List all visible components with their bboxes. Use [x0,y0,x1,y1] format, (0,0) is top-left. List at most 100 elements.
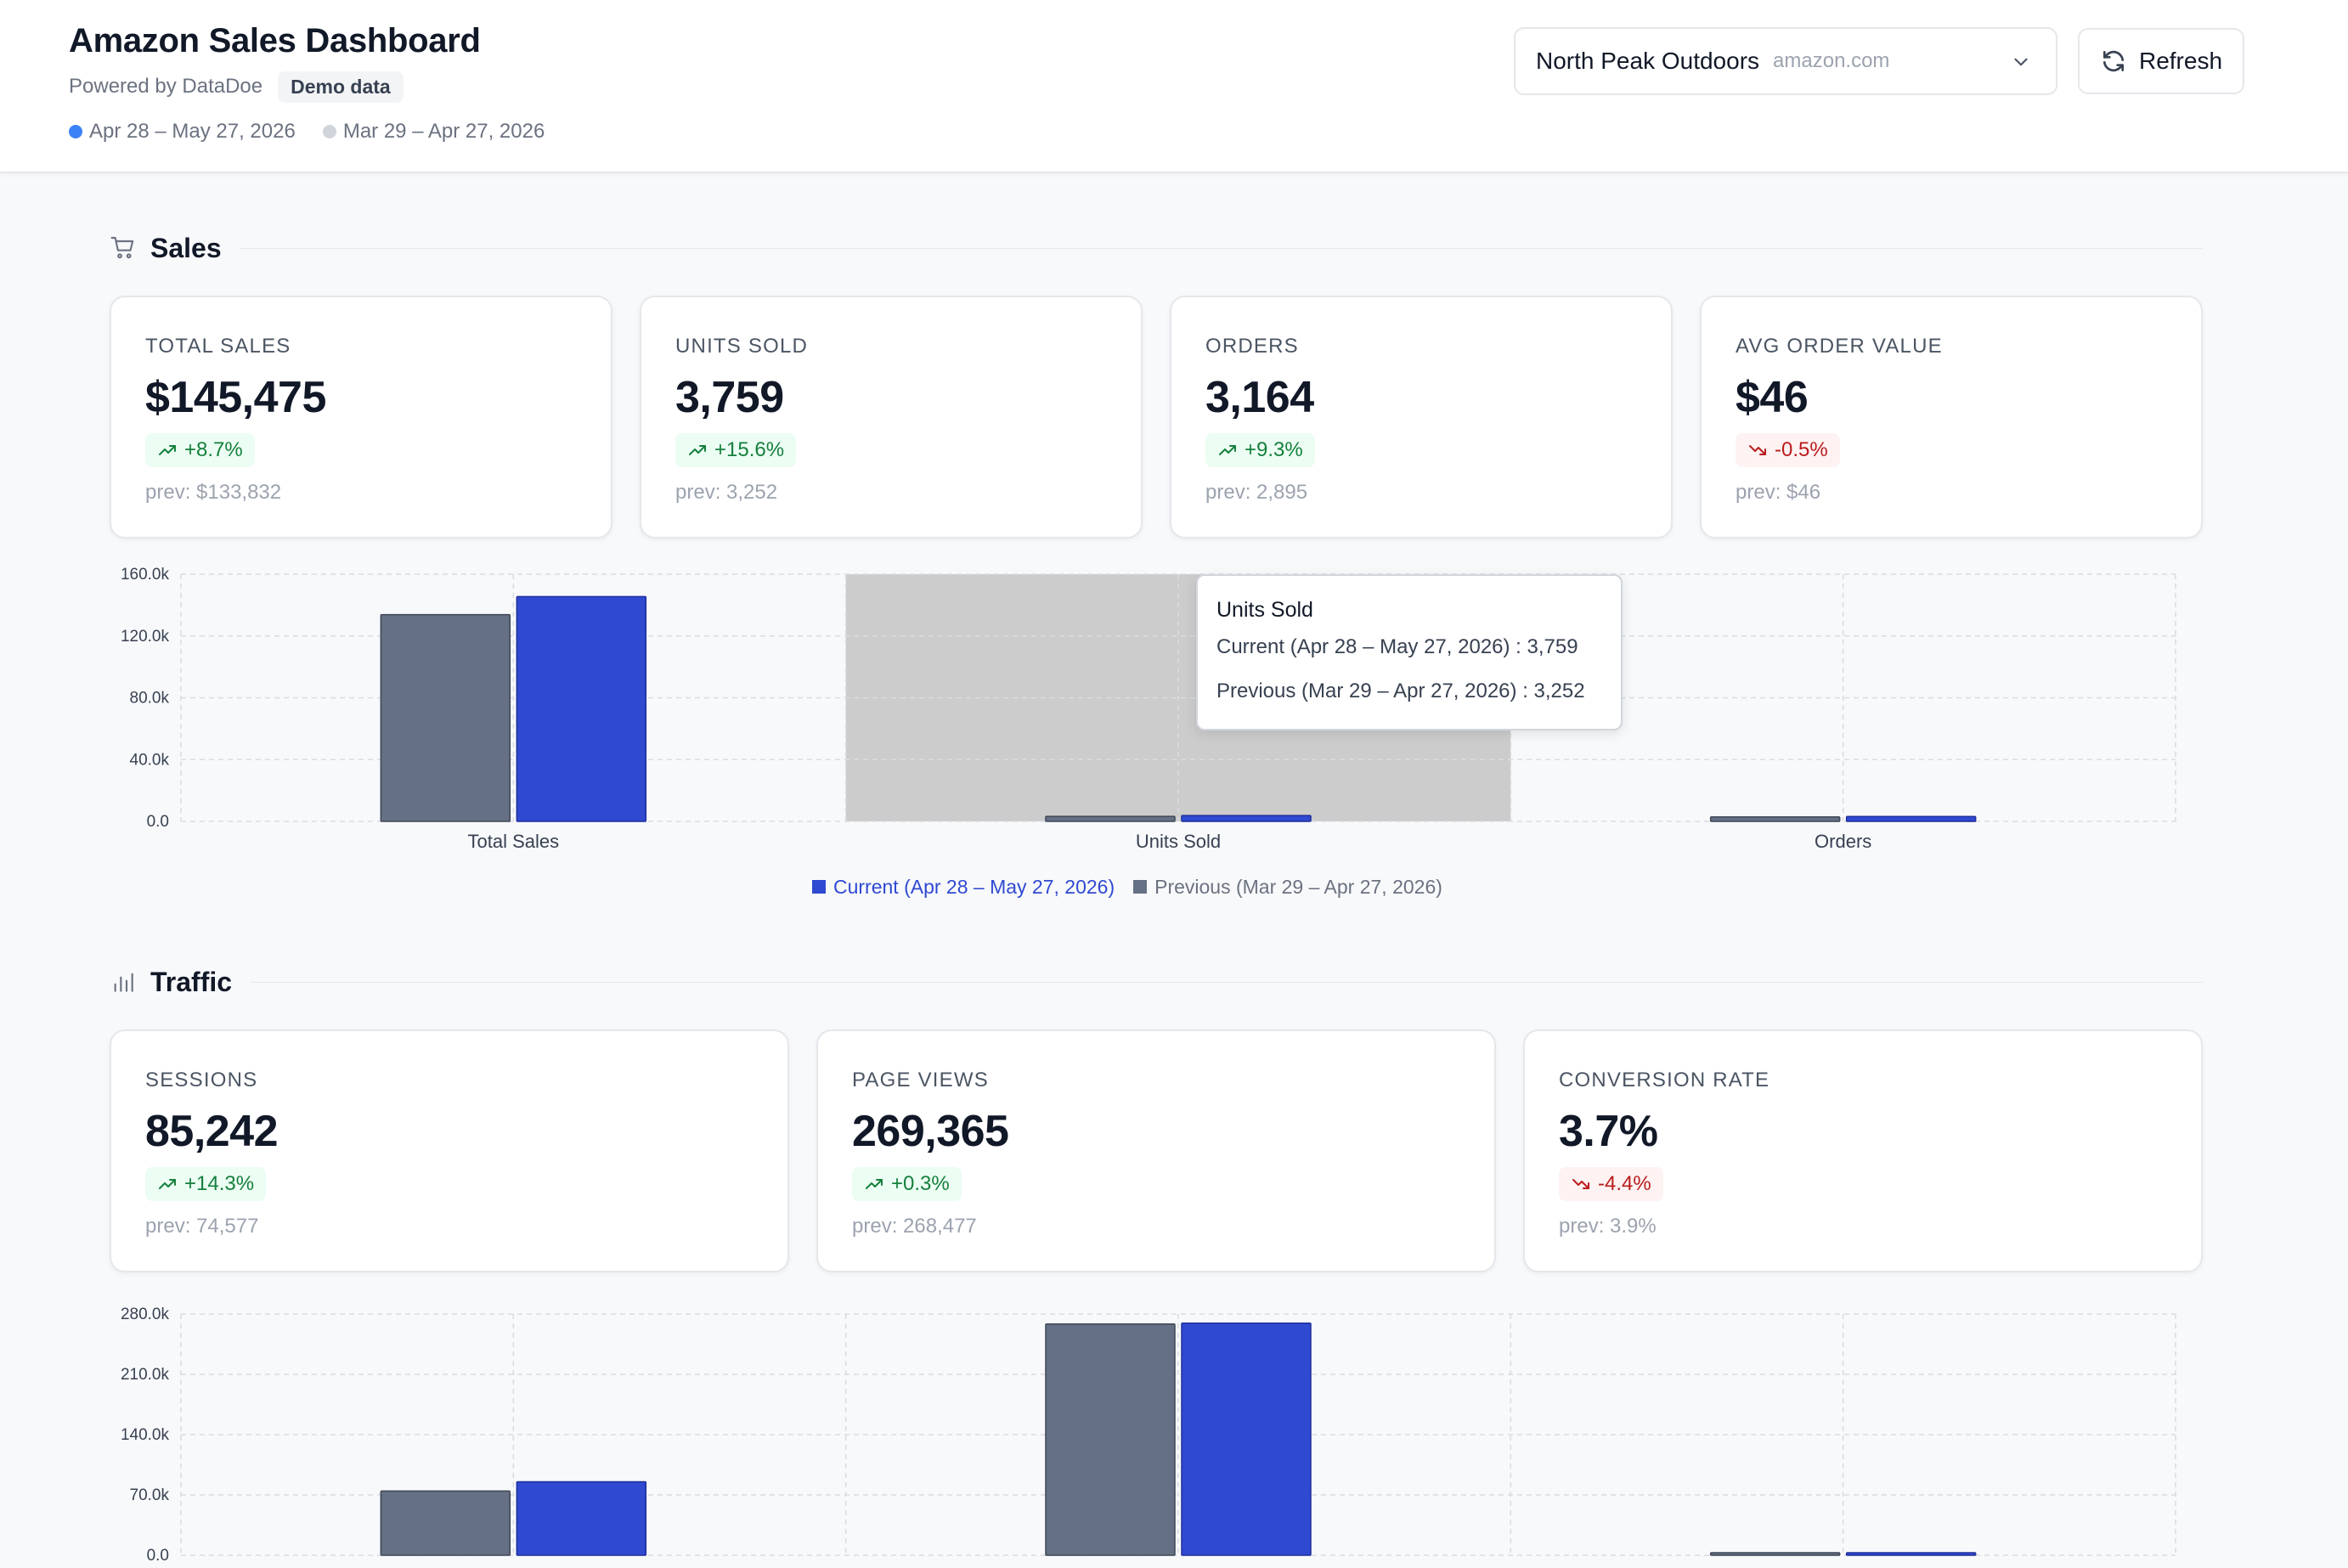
y-tick-label: 70.0k [130,1486,170,1504]
powered-by-row: Powered by DataDoe Demo data [69,71,404,103]
kpi-delta-badge: +15.6% [675,433,797,467]
kpi-label: CONVERSION RATE [1559,1069,1770,1091]
kpi-card-total-sales: TOTAL SALES $145,475 +8.7% prev: $133,83… [110,296,612,539]
kpi-previous: prev: 3,252 [675,481,778,504]
kpi-delta-badge: -4.4% [1559,1167,1663,1201]
chart-tooltip: Units Sold Current (Apr 28 – May 27, 202… [1196,574,1623,730]
bar-previous-orders[interactable] [1709,815,1841,822]
kpi-card-orders: ORDERS 3,164 +9.3% prev: 2,895 [1170,296,1673,539]
sales-section-title: Sales [150,232,222,263]
y-tick-label: 80.0k [130,690,170,708]
chart-grid: 0.0 70.0k 140.0k 210.0k 280.0k [121,1306,2176,1565]
y-tick-label: 210.0k [121,1366,170,1384]
trend-up-icon [689,445,706,455]
kpi-card-page-views: PAGE VIEWS 269,365 +0.3% prev: 268,477 [816,1029,1496,1272]
current-range: Apr 28 – May 27, 2026 [69,120,296,144]
y-tick-label: 120.0k [121,628,170,646]
kpi-delta-badge: +14.3% [145,1167,267,1201]
tooltip-current-value: Current (Apr 28 – May 27, 2026) : 3,759 [1216,635,1578,658]
legend-item-current[interactable]: Current (Apr 28 – May 27, 2026) [812,876,1115,899]
kpi-delta-badge: +0.3% [852,1167,962,1201]
kpi-delta-badge: -0.5% [1736,433,1840,467]
kpi-previous: prev: 3.9% [1559,1215,1657,1238]
traffic-comparison-chart: 0.0 70.0k 140.0k 210.0k 280.0k [121,1306,2176,1565]
kpi-delta-value: +0.3% [891,1172,950,1195]
kpi-label: TOTAL SALES [145,335,291,358]
kpi-card-avg-order-value: AVG ORDER VALUE $46 -0.5% prev: $46 [1700,296,2203,539]
store-domain: amazon.com [1773,49,1890,72]
y-tick-label: 280.0k [121,1306,170,1323]
trend-up-icon [159,445,176,455]
bar-current-orders[interactable] [1845,815,1977,822]
kpi-value: 85,242 [145,1107,279,1156]
kpi-delta-value: -4.4% [1598,1172,1651,1195]
kpi-previous: prev: 74,577 [145,1215,259,1238]
kpi-label: UNITS SOLD [675,335,809,358]
legend-swatch-previous [1133,880,1148,894]
kpi-delta-badge: +9.3% [1205,433,1315,467]
store-name: North Peak Outdoors [1536,48,1760,74]
page-title: Amazon Sales Dashboard [69,22,481,59]
refresh-button[interactable]: Refresh [2078,28,2244,94]
store-selector[interactable]: North Peak Outdoors amazon.com [1514,27,2057,95]
kpi-value: 3,164 [1205,373,1314,422]
chart-legend: Current (Apr 28 – May 27, 2026) Previous… [812,873,1461,900]
trend-down-icon [1749,445,1766,455]
legend-item-previous[interactable]: Previous (Mar 29 – Apr 27, 2026) [1133,876,1442,899]
refresh-label: Refresh [2138,48,2223,74]
kpi-card-units-sold: UNITS SOLD 3,759 +15.6% prev: 3,252 [640,296,1143,539]
kpi-card-conversion-rate: CONVERSION RATE 3.7% -4.4% prev: 3.9% [1523,1029,2203,1272]
kpi-previous: prev: 268,477 [852,1215,977,1238]
bar-previous-units-sold[interactable] [1045,815,1176,822]
bar-previous-total-sales[interactable] [380,613,511,822]
bar-current-units-sold[interactable] [1181,815,1312,822]
bar-current-page-views[interactable] [1181,1323,1312,1556]
x-tick-label: Total Sales [468,831,560,852]
y-tick-label: 0.0 [147,1547,169,1565]
kpi-delta-value: +15.6% [714,438,785,461]
bar-previous-sessions[interactable] [380,1490,511,1556]
y-tick-label: 140.0k [121,1426,170,1444]
y-tick-label: 0.0 [147,813,169,831]
section-divider [251,981,2203,983]
x-tick-label: Units Sold [1136,831,1221,852]
trend-up-icon [866,1179,883,1189]
kpi-delta-value: -0.5% [1775,438,1828,461]
cart-icon [110,236,134,259]
dashboard-header: Amazon Sales Dashboard Powered by DataDo… [0,0,2348,173]
kpi-delta-badge: +8.7% [145,433,255,467]
tooltip-previous-value: Previous (Mar 29 – Apr 27, 2026) : 3,252 [1216,680,1585,702]
bar-chart-icon [114,973,133,992]
kpi-card-sessions: SESSIONS 85,242 +14.3% prev: 74,577 [110,1029,789,1272]
kpi-label: PAGE VIEWS [852,1069,989,1091]
legend-swatch-current [812,880,826,894]
kpi-value: 269,365 [852,1107,1009,1156]
current-range-dot-icon [69,125,82,138]
sales-comparison-chart: 0.0 40.0k 80.0k 120.0k 160.0k Total Sales Unit… [121,566,2176,852]
powered-by-text: Powered by DataDoe [69,75,263,98]
bar-previous-conversion-rate[interactable] [1709,1552,1841,1556]
date-range-legend: Apr 28 – May 27, 2026 Mar 29 – Apr 27, 2… [69,117,572,146]
kpi-label: ORDERS [1205,335,1299,358]
previous-range: Mar 29 – Apr 27, 2026 [322,120,545,144]
sales-section-header: Sales [110,229,2203,267]
trend-up-icon [159,1179,176,1189]
trend-up-icon [1219,445,1236,455]
tooltip-title: Units Sold [1216,598,1313,622]
bar-current-sessions[interactable] [516,1481,647,1556]
y-tick-label: 40.0k [130,751,170,769]
kpi-previous: prev: 2,895 [1205,481,1308,504]
kpi-delta-value: +9.3% [1245,438,1303,461]
kpi-label: AVG ORDER VALUE [1736,335,1943,358]
trend-down-icon [1572,1179,1589,1189]
y-tick-label: 160.0k [121,566,170,584]
kpi-value: 3.7% [1559,1107,1658,1156]
traffic-section-header: Traffic [110,963,2203,1001]
bar-current-conversion-rate[interactable] [1845,1552,1977,1556]
traffic-section-title: Traffic [150,966,233,997]
kpi-previous: prev: $133,832 [145,481,282,504]
bar-previous-page-views[interactable] [1045,1323,1176,1556]
kpi-value: 3,759 [675,373,784,422]
refresh-icon [2102,50,2124,72]
bar-current-total-sales[interactable] [516,595,647,822]
